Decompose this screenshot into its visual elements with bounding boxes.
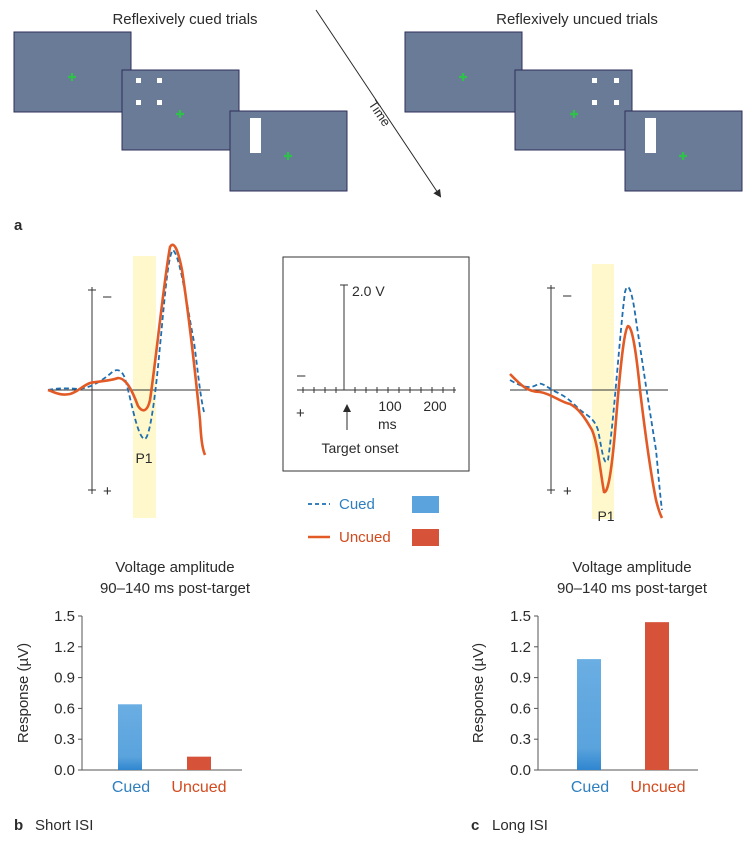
panel-label: b — [14, 817, 23, 834]
cued-screen-1 — [13, 31, 132, 113]
chart-title-line2: 90–140 ms post-target — [100, 580, 251, 597]
uncued-screen-3 — [624, 110, 743, 192]
bar-chart-short-isi: Voltage amplitude 90–140 ms post-target 0.… — [14, 559, 251, 834]
fixation-cross-icon — [284, 152, 292, 160]
y-tick-label: 0.0 — [510, 762, 531, 779]
time-ticks — [302, 387, 455, 393]
legend: Cued Uncued — [308, 496, 439, 546]
y-tick-label: 0.6 — [54, 700, 75, 717]
positive-sign: + — [103, 483, 112, 500]
tick-label-200: 200 — [423, 398, 447, 414]
chart-title-line1: Voltage amplitude — [115, 559, 234, 576]
scale-box-frame — [282, 256, 470, 472]
p1-window-highlight — [133, 256, 156, 518]
y-tick-label: 1.5 — [54, 608, 75, 625]
category-label-cued: Cued — [571, 779, 609, 796]
time-label: Time — [366, 97, 394, 129]
voltage-scale-label: 2.0 V — [352, 283, 385, 299]
tick-label-100: 100 — [378, 398, 402, 414]
fixation-cross-icon — [570, 110, 578, 118]
cued-screen-3 — [229, 110, 348, 192]
cued-trials-title: Reflexively cued trials — [112, 11, 257, 28]
panel-label: c — [471, 817, 479, 834]
cued-waveform — [509, 286, 663, 511]
chart-title-line1: Voltage amplitude — [572, 559, 691, 576]
positive-sign: + — [296, 405, 305, 422]
cued-screens — [13, 31, 348, 192]
cue-dots — [136, 78, 162, 105]
fixation-cross-icon — [68, 73, 76, 81]
cued-color-swatch — [412, 496, 439, 513]
waveform-long-isi: – + P1 — [509, 264, 668, 524]
uncued-screen-1 — [404, 31, 523, 113]
legend-uncued-label: Uncued — [339, 529, 391, 546]
bar-uncued — [645, 622, 669, 770]
category-label-uncued: Uncued — [171, 779, 226, 796]
y-tick-label: 0.3 — [510, 731, 531, 748]
ms-unit-label: ms — [378, 416, 397, 432]
positive-sign: + — [563, 483, 572, 500]
y-tick-label: 1.2 — [54, 639, 75, 656]
panel-a-label: a — [14, 217, 23, 234]
y-tick-label: 0.3 — [54, 731, 75, 748]
target-bar — [250, 118, 261, 153]
y-tick-label: 1.2 — [510, 639, 531, 656]
bar-cued — [577, 659, 601, 770]
y-tick-label: 0.9 — [510, 670, 531, 687]
fixation-cross-icon — [679, 152, 687, 160]
y-tick-label: 0.0 — [54, 762, 75, 779]
uncued-trials-title: Reflexively uncued trials — [496, 11, 658, 28]
uncued-screens — [404, 31, 743, 192]
fixation-cross-icon — [459, 73, 467, 81]
bar-cued — [118, 704, 142, 770]
negative-sign: – — [103, 288, 112, 305]
category-label-cued: Cued — [112, 779, 150, 796]
panel-a: Reflexively cued trials Reflexively uncu… — [13, 9, 743, 234]
bar-uncued — [187, 756, 211, 770]
target-bar — [645, 118, 656, 153]
waveform-short-isi: – + P1 — [47, 243, 210, 518]
y-axis-label: Response (µV) — [15, 643, 32, 743]
scale-box: 2.0 V – + 100 200 ms Target onset — [282, 256, 470, 472]
uncued-color-swatch — [412, 529, 439, 546]
category-label-uncued: Uncued — [630, 779, 685, 796]
uncued-waveform — [47, 243, 207, 456]
panel-title: Long ISI — [492, 817, 548, 834]
time-arrow-icon — [315, 9, 442, 198]
p1-label: P1 — [597, 508, 614, 524]
uncued-waveform — [509, 324, 664, 519]
cue-dots — [592, 78, 619, 105]
y-tick-label: 0.9 — [54, 670, 75, 687]
legend-cued-label: Cued — [339, 496, 375, 513]
negative-sign: – — [297, 367, 306, 384]
fixation-cross-icon — [176, 110, 184, 118]
bar-chart-long-isi: Voltage amplitude 90–140 ms post-target 0.… — [470, 559, 708, 834]
target-onset-label: Target onset — [321, 440, 398, 456]
chart-title-line2: 90–140 ms post-target — [557, 580, 708, 597]
negative-sign: – — [563, 287, 572, 304]
y-tick-label: 0.6 — [510, 700, 531, 717]
panel-title: Short ISI — [35, 817, 93, 834]
y-axis-label: Response (µV) — [470, 643, 487, 743]
cued-waveform — [47, 248, 205, 440]
p1-label: P1 — [135, 450, 152, 466]
y-tick-label: 1.5 — [510, 608, 531, 625]
